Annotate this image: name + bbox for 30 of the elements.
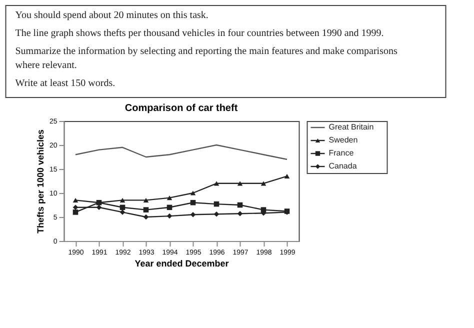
point	[237, 181, 243, 186]
text: You should spend about 20 minutes on this task.	[15, 10, 208, 21]
point	[214, 181, 220, 186]
y-axis-title: Thefts per 1000 vehicles	[35, 129, 46, 234]
x-axis-title: Year ended December	[134, 258, 230, 268]
legend-label: Canada	[328, 162, 358, 170]
point	[214, 211, 220, 217]
point	[72, 204, 78, 210]
point	[143, 198, 149, 202]
text: Write at least 150 words.	[15, 78, 116, 89]
point	[143, 207, 149, 212]
point	[72, 210, 78, 215]
point	[284, 174, 290, 178]
legend-label: Sweden	[328, 136, 358, 144]
line-series	[74, 144, 288, 160]
legend-label: Great Britain	[328, 122, 374, 132]
text: Summarize the information by selecting and reporting the main features and make comparisons where relevant.	[15, 46, 398, 71]
point	[190, 190, 196, 196]
point	[237, 210, 243, 216]
point	[166, 196, 172, 200]
point	[120, 198, 126, 202]
chart-title: Comparison of car theft	[124, 103, 238, 114]
text: The line graph shows thefts per thousand vehicles in four countries between 1990 and 1999.	[15, 28, 384, 39]
legend-label: France	[328, 148, 354, 158]
point	[96, 204, 102, 210]
point	[143, 214, 149, 220]
point	[260, 181, 266, 186]
point	[72, 198, 78, 202]
point	[190, 212, 196, 218]
point	[166, 213, 172, 219]
